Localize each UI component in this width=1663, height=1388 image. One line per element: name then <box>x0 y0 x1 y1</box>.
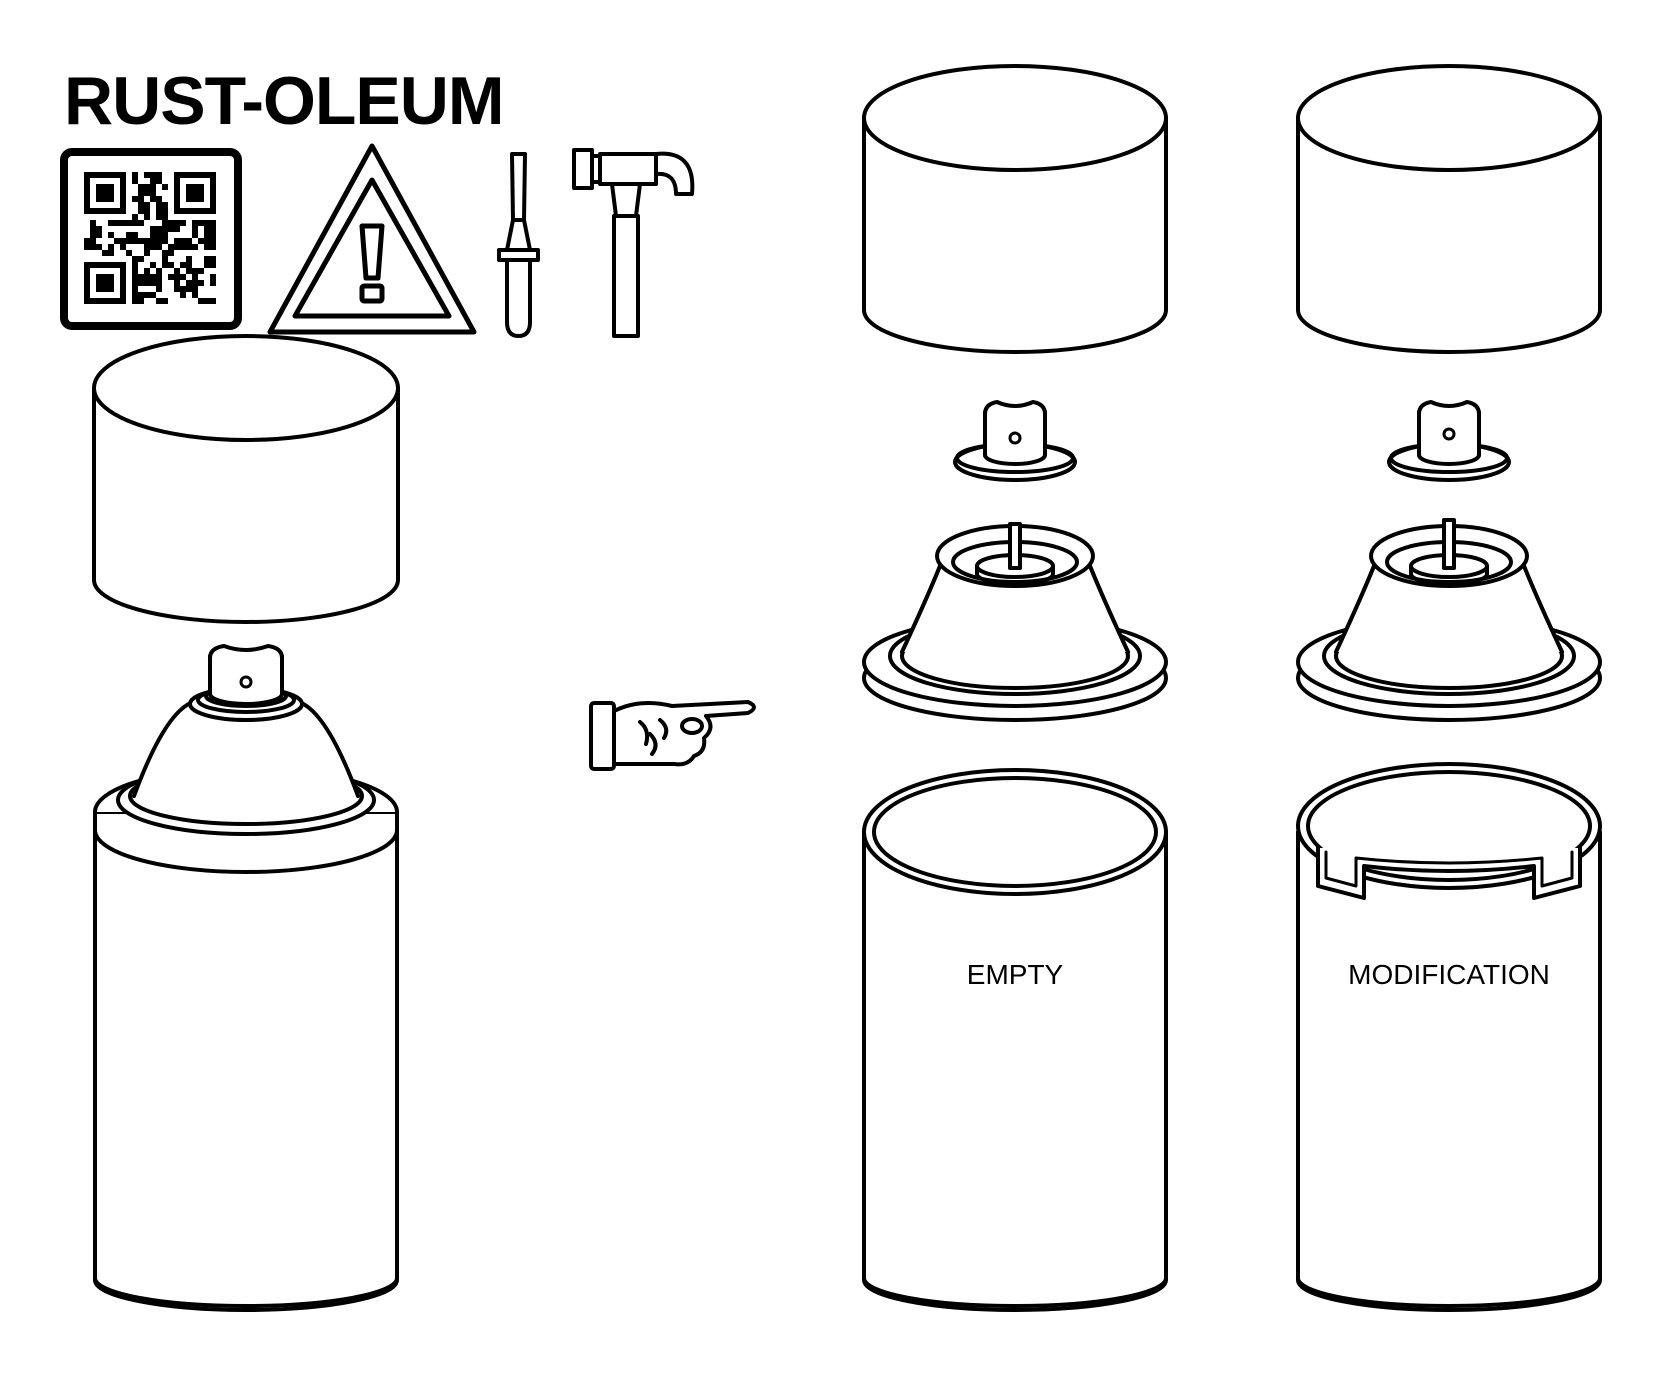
qr-code-icon <box>60 148 242 330</box>
screwdriver-icon <box>497 152 540 338</box>
empty-can-cap <box>862 64 1168 354</box>
warning-triangle-icon <box>267 143 477 335</box>
hammer-icon <box>572 148 695 338</box>
modified-can-actuator <box>1387 400 1511 482</box>
pointing-hand-icon <box>589 700 756 771</box>
modified-can-body: MODIFICATION <box>1296 762 1602 1312</box>
modified-can-cap <box>1296 64 1602 354</box>
brand-title: RUST-OLEUM <box>64 63 504 139</box>
can-actuator <box>208 644 284 706</box>
modification-label: MODIFICATION <box>1348 959 1550 990</box>
can-body <box>93 764 399 1312</box>
assembled-spray-can <box>92 334 400 1312</box>
empty-can-valve-dome <box>862 522 1168 722</box>
can-cap <box>92 334 400 624</box>
empty-can-body: EMPTY <box>862 768 1168 1312</box>
modified-can-valve-dome <box>1296 518 1602 722</box>
modified-can-exploded: MODIFICATION <box>1296 64 1602 1312</box>
empty-can-exploded: EMPTY <box>862 64 1168 1312</box>
empty-can-actuator <box>953 400 1077 482</box>
empty-label: EMPTY <box>967 959 1064 990</box>
